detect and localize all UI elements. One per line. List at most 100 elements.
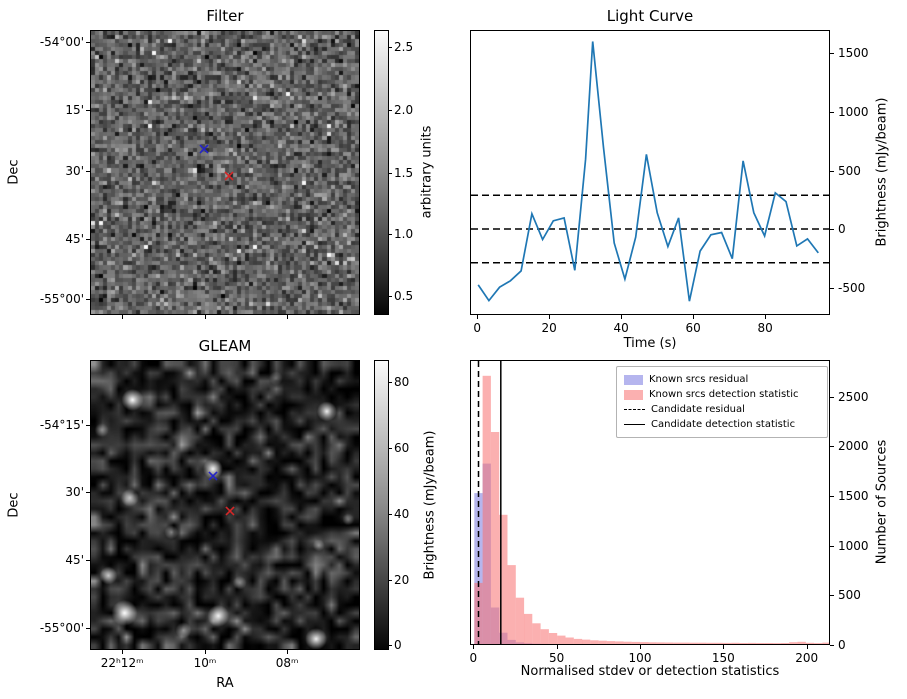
- gleam-image-frame: [90, 360, 360, 650]
- filter-dec-tick-label: 30': [65, 164, 84, 179]
- gleam-colorbar: [374, 360, 389, 650]
- filter-colorbar-tick-label: 2.5: [394, 40, 414, 55]
- gleam-colorbar-tick-label: 40: [394, 506, 410, 521]
- axis-tick: [389, 382, 392, 384]
- axis-tick: [86, 491, 90, 493]
- time-tick-label: 80: [757, 321, 773, 335]
- axis-tick: [830, 53, 834, 55]
- time-tick-label: 20: [541, 321, 557, 335]
- legend-label: Candidate residual: [651, 404, 745, 415]
- axis-tick: [86, 299, 90, 301]
- brightness-tick-label: 1000: [838, 105, 869, 120]
- brightness-tick-label: -500: [838, 281, 866, 296]
- gleam-colorbar-tick-label: 80: [394, 375, 410, 390]
- blue-x-marker: [208, 465, 218, 481]
- gleam-ra-tick-label: 08ᵐ: [275, 656, 299, 670]
- axis-tick: [830, 396, 834, 398]
- count-tick-label: 2500: [838, 389, 869, 404]
- axis-tick: [621, 315, 623, 319]
- axis-tick: [389, 513, 392, 515]
- axis-tick: [477, 315, 479, 319]
- gleam-dec-tick-label: -55°00': [39, 620, 84, 635]
- residual-patch-swatch: [624, 374, 643, 385]
- legend-label: Candidate detection statistic: [651, 419, 796, 430]
- legend-label: Known srcs detection statistic: [649, 389, 799, 400]
- histogram-x-axis-label: Normalised stdev or detection statistics: [520, 664, 780, 679]
- stat-tick-label: 100: [628, 651, 652, 665]
- axis-tick: [86, 171, 90, 173]
- axis-tick: [830, 645, 834, 646]
- gleam-dec-tick-label: 45': [65, 553, 84, 568]
- axis-tick: [830, 496, 834, 498]
- filter-colorbar: [374, 30, 389, 315]
- gleam-dec-tick-label: -54°15': [39, 417, 84, 432]
- axis-tick: [205, 650, 207, 654]
- light-curve-title: Light Curve: [606, 7, 694, 25]
- axis-tick: [830, 545, 834, 547]
- filter-dec-tick-label: -54°00': [39, 34, 84, 49]
- axis-tick: [389, 580, 392, 582]
- time-tick-label: 0: [473, 321, 481, 335]
- histogram-legend: Known srcs residual Known srcs detection…: [616, 366, 828, 438]
- axis-tick: [287, 315, 289, 319]
- red-x-marker: [224, 165, 234, 181]
- stat-tick-label: 200: [795, 651, 819, 665]
- legend-row-detection: Known srcs detection statistic: [624, 387, 820, 402]
- filter-dec-tick-label: 45': [65, 231, 84, 246]
- axis-tick: [86, 424, 90, 426]
- axis-tick: [389, 172, 392, 174]
- axis-tick: [86, 109, 90, 111]
- count-tick-label: 2000: [838, 439, 869, 454]
- axis-tick: [765, 315, 767, 319]
- dashed-line-swatch: [624, 409, 645, 410]
- solid-line-swatch: [624, 424, 645, 425]
- axis-tick: [389, 233, 392, 235]
- gleam-ra-axis-label: RA: [216, 676, 234, 691]
- legend-row-candidate-detection: Candidate detection statistic: [624, 417, 820, 432]
- light-curve-x-axis-label: Time (s): [623, 336, 677, 351]
- axis-tick: [389, 47, 392, 49]
- filter-colorbar-tick-label: 1.0: [394, 226, 414, 241]
- red-x-marker: [225, 501, 235, 516]
- axis-tick: [473, 645, 475, 649]
- axis-tick: [122, 650, 124, 654]
- filter-colorbar-tick-label: 0.5: [394, 288, 414, 303]
- gleam-colorbar-tick-label: 60: [394, 440, 410, 455]
- axis-tick: [830, 170, 834, 172]
- gleam-title: GLEAM: [198, 337, 252, 355]
- gleam-dec-axis-label: Dec: [6, 492, 22, 518]
- stat-tick-label: 0: [469, 651, 478, 665]
- time-tick-label: 40: [613, 321, 629, 335]
- stat-tick-label: 150: [711, 651, 735, 665]
- light-curve-plot-frame: [470, 30, 830, 315]
- filter-image-frame: [90, 30, 360, 315]
- light-curve-plot: [471, 41, 829, 303]
- histogram-plot: [474, 361, 829, 644]
- axis-tick: [122, 315, 124, 319]
- axis-tick: [830, 112, 834, 114]
- axis-tick: [806, 645, 808, 649]
- axis-tick: [693, 315, 695, 319]
- gleam-colorbar-tick-label: 0: [394, 638, 402, 653]
- gleam-colorbar-tick-label: 20: [394, 573, 410, 588]
- detection-patch-swatch: [624, 389, 643, 400]
- axis-tick: [549, 315, 551, 319]
- legend-label: Known srcs residual: [649, 374, 749, 385]
- axis-tick: [830, 288, 834, 290]
- count-tick-label: 500: [838, 588, 861, 603]
- brightness-tick-label: 1500: [838, 46, 869, 61]
- filter-title: Filter: [206, 7, 244, 25]
- axis-tick: [86, 238, 90, 240]
- gleam-ra-tick-label: 22ʰ12ᵐ: [100, 656, 144, 670]
- axis-tick: [830, 595, 834, 597]
- axis-tick: [830, 446, 834, 448]
- gleam-sky-image: [91, 361, 359, 649]
- gleam-ra-tick-label: 10ᵐ: [193, 656, 217, 670]
- axis-tick: [830, 229, 834, 231]
- stat-tick-label: 50: [549, 651, 565, 665]
- axis-tick: [389, 645, 392, 647]
- axis-tick: [86, 41, 90, 43]
- time-tick-label: 60: [685, 321, 701, 335]
- filter-dec-tick-label: 15': [65, 102, 84, 117]
